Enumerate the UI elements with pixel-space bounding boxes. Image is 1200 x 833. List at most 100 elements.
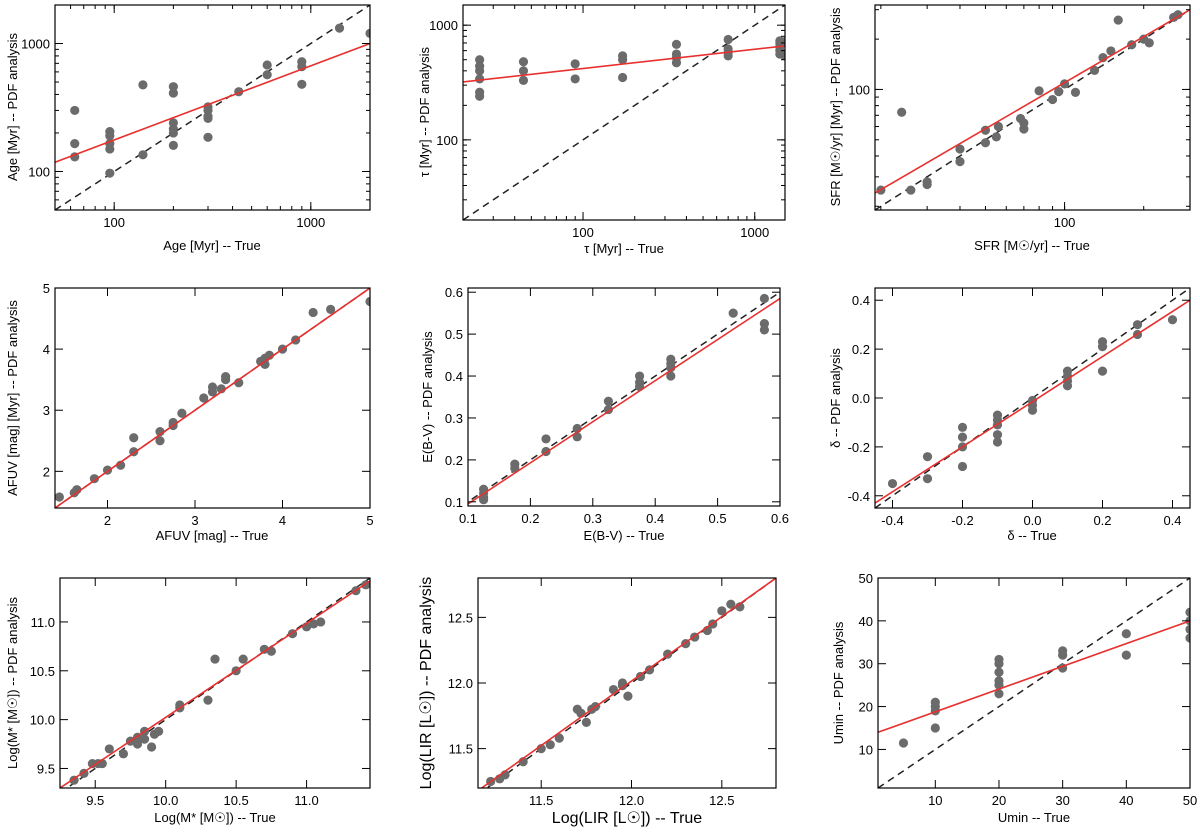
y-axis-label-lir: Log(LIR [L☉]) -- PDF analysis — [418, 577, 435, 790]
data-point — [955, 144, 965, 154]
data-point — [1054, 87, 1064, 97]
panel-mstar: Log(M* [M☉]) -- True Log(M* [M☉]) -- PDF… — [5, 577, 371, 825]
x-tick-label: 0.2 — [1093, 513, 1111, 528]
plot-area-ebv — [468, 291, 780, 505]
y-tick-label: 12.0 — [448, 676, 473, 691]
panel-lir: Log(LIR [L☉]) -- True Log(LIR [L☉]) -- P… — [418, 577, 777, 827]
data-point — [898, 738, 909, 748]
x-tick-label: 10.0 — [153, 793, 178, 808]
data-point — [518, 75, 529, 85]
plot-area-lir — [480, 578, 776, 788]
data-point — [1058, 650, 1068, 660]
y-tick-label: 100 — [28, 164, 50, 179]
data-point — [168, 140, 178, 150]
fit-line — [480, 578, 776, 788]
plot-area-mstar — [60, 578, 370, 788]
data-point — [666, 371, 676, 381]
x-tick-label: 5 — [366, 513, 373, 528]
y-axis-label-mstar: Log(M* [M☉]) -- PDF analysis — [5, 596, 20, 769]
data-point — [259, 644, 269, 654]
y-axis-label-sfr: SFR [M☉/yr] [Myr] -- PDF analysis — [828, 7, 843, 206]
data-point — [1113, 15, 1123, 25]
data-point — [146, 742, 157, 752]
data-point — [572, 432, 582, 442]
data-point — [89, 474, 99, 484]
axes-frame — [59, 577, 371, 789]
data-point — [992, 437, 1003, 447]
y-axis-label-age: Age [Myr] -- PDF analysis — [5, 32, 20, 181]
x-tick-label: 12.0 — [619, 793, 644, 808]
axes-frame — [877, 577, 1191, 789]
data-point — [139, 734, 150, 744]
x-axis-label-afuv: AFUV [mag] -- True — [156, 528, 269, 543]
data-point — [1062, 381, 1073, 391]
data-point — [723, 51, 733, 61]
data-point — [1034, 86, 1044, 96]
data-point — [168, 128, 178, 138]
data-point — [1019, 124, 1029, 134]
data-point — [510, 463, 520, 473]
x-tick-label: 11.0 — [294, 793, 318, 808]
data-point — [132, 739, 143, 749]
x-tick-label: 30 — [1055, 793, 1069, 808]
data-point — [603, 404, 614, 415]
data-point — [922, 452, 933, 462]
x-tick-label: 0.6 — [771, 511, 789, 526]
x-tick-label: 1000 — [296, 215, 325, 230]
data-point — [475, 55, 485, 65]
fit-line — [463, 45, 785, 83]
y-tick-label: 2 — [43, 464, 50, 479]
data-point — [717, 606, 727, 616]
fit-line — [875, 299, 1190, 504]
data-point — [1121, 650, 1131, 660]
data-point — [1106, 46, 1116, 56]
x-tick-label: 0.4 — [1163, 513, 1181, 528]
data-point — [635, 671, 646, 682]
data-point — [203, 113, 213, 123]
data-point — [554, 733, 564, 743]
y-tick-label: 11.5 — [449, 742, 473, 757]
data-point — [671, 39, 682, 49]
y-tick-label: 5 — [43, 281, 50, 296]
fit-line — [878, 620, 1190, 734]
data-point — [980, 138, 991, 148]
x-tick-label: 0.2 — [521, 511, 539, 526]
plot-area-tau — [463, 5, 785, 220]
x-tick-label: 50 — [1183, 793, 1197, 808]
plot-area-afuv — [55, 288, 370, 508]
y-tick-label: 4 — [43, 342, 50, 357]
x-tick-label: 0.3 — [584, 511, 602, 526]
data-point — [994, 667, 1004, 677]
x-axis-label-age: Age [Myr] -- True — [163, 238, 261, 253]
data-point — [887, 478, 898, 489]
data-point — [1144, 38, 1154, 48]
data-point — [1097, 366, 1108, 376]
data-point — [297, 79, 307, 89]
data-point — [1121, 629, 1131, 639]
y-tick-label: 0.2 — [445, 453, 463, 468]
panel-age: Age [Myr] -- True Age [Myr] -- PDF analy… — [5, 4, 371, 253]
data-point — [570, 74, 580, 84]
data-point — [1173, 10, 1183, 20]
data-point — [177, 408, 187, 418]
x-tick-label: 40 — [1119, 793, 1133, 808]
data-point — [780, 36, 785, 47]
data-point — [70, 139, 80, 149]
data-point — [618, 72, 628, 83]
data-point — [957, 461, 968, 472]
plot-area-umin — [878, 578, 1190, 788]
fit-line — [875, 8, 1190, 194]
axes-frame — [874, 4, 1191, 211]
data-point — [728, 308, 738, 318]
data-point — [1097, 342, 1108, 352]
data-point — [666, 363, 676, 373]
y-tick-label: 50 — [859, 571, 873, 586]
data-point — [994, 689, 1004, 699]
data-point — [475, 74, 485, 84]
fit-line — [55, 42, 370, 164]
data-point — [203, 695, 213, 705]
data-point — [759, 325, 770, 335]
data-point — [993, 121, 1003, 132]
fit-line — [55, 288, 370, 508]
x-axis-label-sfr: SFR [M☉/yr] -- True — [974, 238, 1090, 253]
